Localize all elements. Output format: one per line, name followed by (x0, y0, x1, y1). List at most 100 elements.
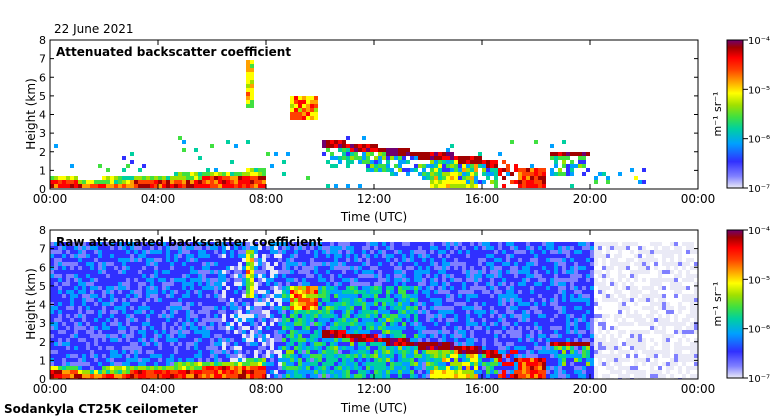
backscatter-cell (482, 370, 486, 374)
backscatter-cell (378, 326, 382, 330)
backscatter-cell (426, 366, 430, 370)
backscatter-cell (250, 322, 254, 326)
backscatter-cell (258, 274, 262, 278)
backscatter-cell (254, 254, 258, 258)
backscatter-cell (454, 302, 458, 306)
backscatter-cell (378, 250, 382, 254)
backscatter-cell (294, 96, 298, 100)
backscatter-cell (202, 176, 206, 180)
backscatter-cell (86, 180, 90, 184)
backscatter-cell (478, 358, 482, 362)
backscatter-cell (246, 346, 250, 350)
backscatter-cell (290, 258, 294, 262)
backscatter-cell (314, 322, 318, 326)
backscatter-cell (254, 274, 258, 278)
backscatter-cell (102, 266, 106, 270)
backscatter-cell (458, 354, 462, 358)
backscatter-cell (210, 298, 214, 302)
backscatter-cell (506, 168, 510, 172)
backscatter-cell (194, 330, 198, 334)
backscatter-cell (122, 298, 126, 302)
backscatter-cell (94, 266, 98, 270)
backscatter-cell (82, 180, 86, 184)
backscatter-cell (294, 258, 298, 262)
backscatter-cell (234, 346, 238, 350)
backscatter-cell (278, 318, 282, 322)
backscatter-cell (526, 176, 530, 180)
backscatter-cell (454, 298, 458, 302)
backscatter-cell (182, 242, 186, 246)
backscatter-cell (250, 104, 254, 108)
backscatter-cell (470, 254, 474, 258)
backscatter-cell (50, 354, 54, 358)
backscatter-cell (134, 176, 138, 180)
backscatter-cell (378, 302, 382, 306)
backscatter-cell (218, 338, 222, 342)
backscatter-cell (110, 274, 114, 278)
backscatter-cell (230, 326, 234, 330)
backscatter-cell (242, 366, 246, 370)
backscatter-cell (226, 140, 230, 144)
backscatter-cell (322, 250, 326, 254)
backscatter-cell (570, 164, 574, 168)
backscatter-cell (354, 302, 358, 306)
backscatter-cell (274, 258, 278, 262)
backscatter-cell (102, 274, 106, 278)
backscatter-cell (158, 270, 162, 274)
backscatter-cell (190, 302, 194, 306)
backscatter-cell (118, 334, 122, 338)
backscatter-cell (366, 152, 370, 156)
backscatter-cell (290, 290, 294, 294)
backscatter-cell (398, 310, 402, 314)
backscatter-cell (262, 338, 266, 342)
backscatter-cell (190, 180, 194, 184)
backscatter-cell (454, 168, 458, 172)
backscatter-cell (338, 342, 342, 346)
backscatter-cell (242, 278, 246, 282)
backscatter-cell (506, 366, 510, 370)
backscatter-cell (318, 294, 322, 298)
backscatter-cell (342, 318, 346, 322)
backscatter-cell (366, 314, 370, 318)
backscatter-cell (98, 306, 102, 310)
backscatter-cell (330, 274, 334, 278)
backscatter-cell (498, 342, 502, 346)
backscatter-cell (510, 366, 514, 370)
backscatter-cell (454, 374, 458, 378)
backscatter-cell (490, 358, 494, 362)
backscatter-cell (314, 362, 318, 366)
backscatter-cell (298, 374, 302, 378)
backscatter-cell (414, 270, 418, 274)
backscatter-cell (526, 184, 530, 188)
backscatter-cell (334, 184, 338, 188)
backscatter-cell (198, 180, 202, 184)
backscatter-cell (402, 318, 406, 322)
backscatter-cell (322, 290, 326, 294)
backscatter-cell (82, 358, 86, 362)
backscatter-cell (130, 290, 134, 294)
backscatter-cell (202, 282, 206, 286)
backscatter-cell (202, 180, 206, 184)
backscatter-cell (402, 302, 406, 306)
backscatter-cell (190, 242, 194, 246)
backscatter-cell (374, 310, 378, 314)
backscatter-cell (190, 278, 194, 282)
backscatter-cell (130, 286, 134, 290)
backscatter-cell (462, 318, 466, 322)
backscatter-cell (170, 258, 174, 262)
backscatter-cell (258, 242, 262, 246)
backscatter-cell (74, 350, 78, 354)
backscatter-cell (170, 370, 174, 374)
backscatter-cell (410, 254, 414, 258)
backscatter-cell (114, 298, 118, 302)
backscatter-cell (470, 278, 474, 282)
backscatter-cell (294, 274, 298, 278)
x-axis-label: Time (UTC) (340, 210, 407, 224)
backscatter-cell (102, 270, 106, 274)
backscatter-cell (110, 362, 114, 366)
backscatter-cell (230, 246, 234, 250)
backscatter-cell (190, 306, 194, 310)
backscatter-cell (322, 306, 326, 310)
backscatter-cell (398, 160, 402, 164)
backscatter-cell (222, 338, 226, 342)
